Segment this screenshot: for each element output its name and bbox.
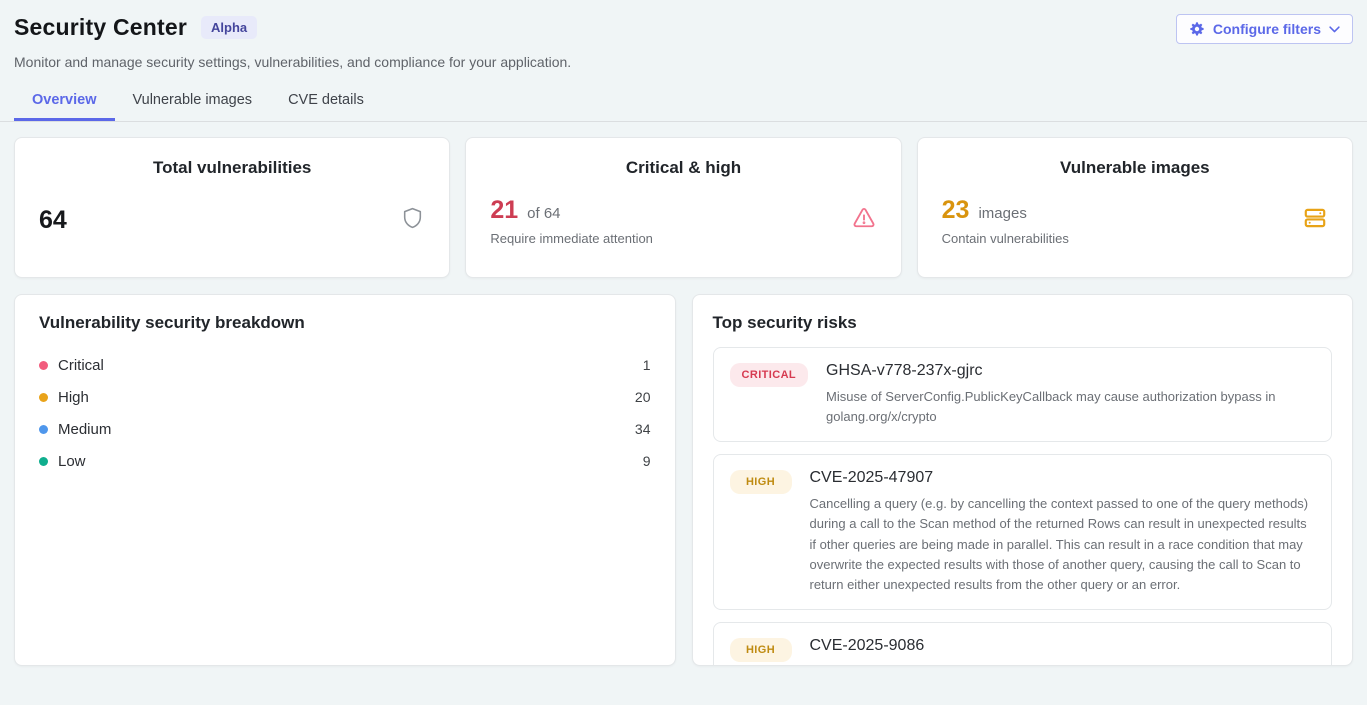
top-risks-title: Top security risks [712, 313, 857, 332]
breakdown-row-critical: Critical 1 [39, 349, 651, 381]
panels-row: Vulnerability security breakdown Critica… [14, 294, 1353, 666]
security-center-page: Security Center Alpha Configure filters … [0, 14, 1367, 666]
top-security-risks-panel: Top security risks CRITICAL GHSA-v778-23… [691, 294, 1353, 666]
stat-card-title: Vulnerable images [1060, 158, 1210, 177]
vulnerable-images-card: Vulnerable images 23 images Contain vuln… [916, 137, 1353, 278]
risk-card-cve-2025-47907[interactable]: HIGH CVE-2025-47907 Cancelling a query (… [712, 454, 1332, 610]
risk-description: Cancelling a query (e.g. by cancelling t… [809, 496, 1309, 592]
vulnerable-images-subtitle: Contain vulnerabilities [941, 230, 1069, 246]
severity-badge: CRITICAL [729, 363, 809, 387]
low-dot-icon [39, 456, 48, 466]
page-header: Security Center Alpha Configure filters [14, 14, 1353, 44]
critical-dot-icon [39, 360, 48, 370]
medium-dot-icon [39, 424, 48, 434]
total-vulnerabilities-value: 64 [39, 206, 67, 234]
risk-id: CVE-2025-47907 [809, 469, 934, 487]
configure-filters-label: Configure filters [1212, 21, 1321, 37]
risk-list: CRITICAL GHSA-v778-237x-gjrc Misuse of S… [712, 347, 1332, 665]
severity-badge: HIGH [729, 470, 792, 495]
tab-cve-details[interactable]: CVE details [288, 92, 364, 108]
breakdown-row-medium: Medium 34 [39, 413, 651, 445]
gear-icon [1189, 21, 1205, 37]
critical-high-subtitle: Require immediate attention [490, 230, 653, 246]
breakdown-row-low: Low 9 [39, 445, 651, 477]
risk-card-ghsa-v778[interactable]: CRITICAL GHSA-v778-237x-gjrc Misuse of S… [712, 347, 1332, 443]
stat-cards-row: Total vulnerabilities 64 Critical & high [14, 137, 1353, 278]
vulnerable-images-suffix: images [978, 204, 1027, 222]
tab-bar: Overview Vulnerable images CVE details [0, 82, 1367, 122]
risk-id: CVE-2025-9086 [809, 636, 925, 654]
critical-high-suffix: of 64 [527, 204, 561, 222]
total-vulnerabilities-card: Total vulnerabilities 64 [14, 137, 451, 278]
risk-description: Misuse of ServerConfig.PublicKeyCallback… [826, 389, 1276, 425]
stat-card-title: Critical & high [625, 158, 742, 177]
critical-high-value: 21 [490, 195, 519, 224]
configure-filters-button[interactable]: Configure filters [1175, 14, 1353, 44]
severity-badge: HIGH [729, 637, 792, 662]
vulnerability-breakdown-panel: Vulnerability security breakdown Critica… [14, 294, 676, 666]
breakdown-row-high: High 20 [39, 381, 651, 413]
page-subtitle: Monitor and manage security settings, vu… [14, 54, 572, 70]
tab-overview[interactable]: Overview [14, 82, 115, 121]
tab-vulnerable-images[interactable]: Vulnerable images [132, 92, 253, 108]
server-icon [1302, 205, 1328, 236]
risk-card-cve-2025-9086[interactable]: HIGH CVE-2025-9086 [712, 621, 1332, 665]
chevron-down-icon [1329, 25, 1340, 33]
shield-icon [400, 205, 425, 237]
breakdown-title: Vulnerability security breakdown [39, 313, 305, 332]
vulnerable-images-value: 23 [941, 195, 970, 224]
risk-id: GHSA-v778-237x-gjrc [826, 362, 983, 379]
alpha-badge: Alpha [201, 16, 258, 39]
stat-card-title: Total vulnerabilities [152, 158, 312, 177]
warning-triangle-icon [851, 205, 877, 236]
high-dot-icon [39, 392, 48, 402]
critical-high-card: Critical & high 21 of 64 Require immedia… [465, 137, 902, 278]
breakdown-list: Critical 1 High 20 Medium 34 Low 9 [39, 349, 651, 477]
page-title: Security Center [14, 14, 188, 40]
